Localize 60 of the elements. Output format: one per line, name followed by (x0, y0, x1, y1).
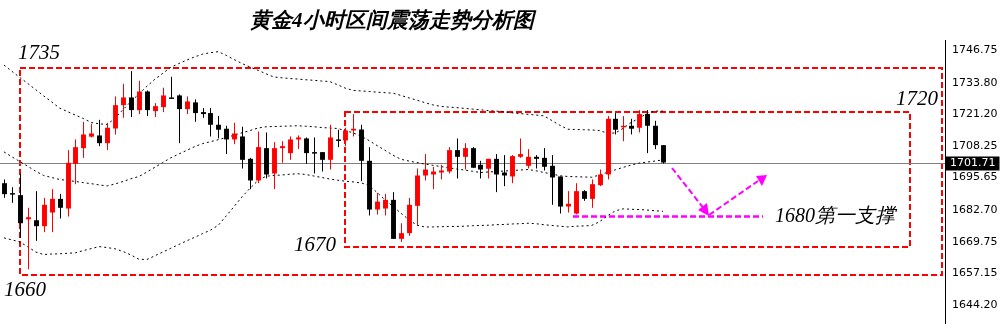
ref-line-label: 1701.71 (950, 156, 996, 170)
candlestick (161, 87, 166, 113)
candlestick (216, 115, 221, 139)
candlestick (637, 109, 642, 133)
candlestick (105, 122, 110, 151)
candlestick (534, 154, 539, 170)
annotation: 1735 (18, 39, 60, 64)
candlestick (510, 154, 515, 184)
candlestick (653, 120, 658, 150)
y-tick-label: 1695.65 (952, 170, 998, 184)
candlestick (447, 146, 452, 174)
candlestick (42, 197, 47, 233)
candlestick (280, 140, 285, 164)
candlestick (590, 178, 595, 209)
annotation: 1670 (294, 231, 337, 256)
candlestick (193, 98, 198, 123)
candlestick (58, 193, 63, 219)
annotation: 1660 (4, 276, 47, 301)
candlestick (208, 107, 213, 137)
candlestick (137, 80, 142, 115)
candlestick (566, 190, 571, 214)
candlestick (26, 207, 31, 270)
annotation: 1720 (896, 85, 939, 110)
candlestick (50, 188, 55, 233)
candlestick (288, 135, 293, 161)
candlestick (343, 127, 348, 147)
candlestick (574, 182, 579, 216)
candlestick (177, 93, 182, 144)
candlestick (145, 89, 150, 117)
candlestick (81, 121, 86, 159)
candlestick (526, 148, 531, 170)
y-tick-label: 1746.75 (952, 43, 998, 57)
ref-line-label: 1680第一支撑 (775, 203, 898, 226)
candlestick (518, 137, 523, 159)
candlestick (34, 190, 39, 242)
candlestick (399, 222, 404, 243)
candlestick (2, 178, 7, 199)
candlestick (312, 136, 317, 174)
y-tick-label: 1657.15 (952, 266, 998, 280)
candlestick (129, 70, 134, 118)
candlestick (383, 193, 388, 217)
y-tick-label: 1708.25 (952, 139, 998, 153)
candlestick (73, 138, 78, 185)
candlestick (169, 76, 174, 99)
candlestick (542, 147, 547, 172)
y-tick-label: 1669.75 (952, 234, 998, 248)
candlestick (113, 95, 118, 135)
y-tick-label: 1733.80 (952, 75, 998, 89)
candlestick (455, 137, 460, 179)
candlestick (375, 192, 380, 216)
y-tick-label: 1682.70 (952, 202, 998, 216)
candlestick (471, 146, 476, 169)
candlestick (232, 122, 237, 145)
candlestick (121, 83, 126, 119)
y-tick-label: 1721.20 (952, 106, 998, 120)
candlestick (320, 151, 325, 173)
candlestick (463, 142, 468, 171)
candlestick (328, 124, 333, 171)
y-tick-label: 1644.20 (952, 298, 998, 312)
candlestick (304, 136, 309, 165)
